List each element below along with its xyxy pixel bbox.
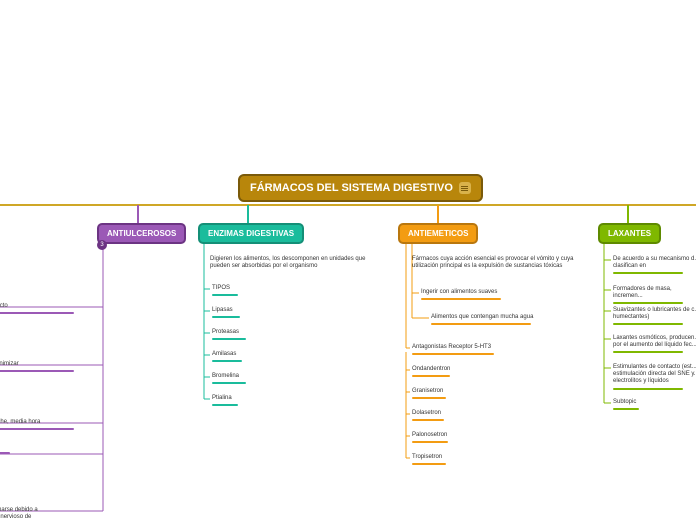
leaf-underline xyxy=(212,338,246,340)
leaf-text: Amilasas xyxy=(212,351,242,358)
leaf-text: ...hol no deben tomarse debido a ...ores… xyxy=(0,507,74,521)
leaf-underline xyxy=(0,452,10,454)
leaf-text: Laxantes osmóticos, producen... por el a… xyxy=(613,335,696,349)
leaf-node[interactable]: TIPOS xyxy=(212,285,238,296)
leaf-underline xyxy=(613,351,683,353)
leaf-text: Estimulantes de contacto (est... estimul… xyxy=(613,364,696,386)
leaf-underline xyxy=(613,408,639,410)
leaf-underline xyxy=(0,312,74,314)
leaf-underline xyxy=(212,294,238,296)
leaf-node[interactable]: Bromelina xyxy=(212,373,246,384)
leaf-text: Lipasas xyxy=(212,307,240,314)
leaf-underline xyxy=(412,353,494,355)
leaf-underline xyxy=(613,302,683,304)
leaf-text: ...mentos o con leche, media hora xyxy=(0,419,74,426)
leaf-node[interactable]: De acuerdo a su mecanismo d... clasifica… xyxy=(613,256,696,274)
leaf-node[interactable]: Tropisetron xyxy=(412,454,454,465)
branch-enzimas[interactable]: ENZIMAS DIGESTIVAS xyxy=(198,223,304,244)
leaf-text: Antagonistas Receptor 5-HT3 xyxy=(412,344,522,351)
badge: 3 xyxy=(97,240,107,250)
leaf-text: Formadores de masa, incremen... xyxy=(613,286,696,300)
leaf-underline xyxy=(412,419,444,421)
leaf-text: Granisetron xyxy=(412,388,456,395)
leaf-node[interactable]: Amilasas xyxy=(212,351,242,362)
leaf-text: Dolasetron xyxy=(412,410,452,417)
leaf-text: Subtopic xyxy=(613,399,647,406)
leaf-node[interactable]: Ingerir con alimentos suaves xyxy=(421,289,521,300)
branch-intro: Digieren los alimentos, los descomponen … xyxy=(210,256,385,270)
mindmap-canvas: FÁRMACOS DEL SISTEMA DIGESTIVO ANTIULCER… xyxy=(0,0,696,520)
leaf-node[interactable]: Antagonistas Receptor 5-HT3 xyxy=(412,344,522,355)
leaf-node[interactable]: Estimulantes de contacto (est... estimul… xyxy=(613,364,696,390)
leaf-node[interactable]: Suavizantes o lubricantes de c... humect… xyxy=(613,307,696,325)
leaf-node[interactable]: Subtopic xyxy=(613,399,647,410)
leaf-text: Tropisetron xyxy=(412,454,454,461)
leaf-text: TIPOS xyxy=(212,285,238,292)
leaf-underline xyxy=(0,428,74,430)
leaf-text: Ondandentron xyxy=(412,366,462,373)
leaf-node[interactable]: ...hol no deben tomarse debido a ...ores… xyxy=(0,507,74,521)
branch-antiemeticos[interactable]: ANTIEMETICOS xyxy=(398,223,478,244)
leaf-node[interactable]: Alimentos que contengan mucha agua xyxy=(431,314,561,325)
leaf-underline xyxy=(412,375,450,377)
leaf-text: ...alimento para minimizar xyxy=(0,361,74,368)
leaf-underline xyxy=(212,360,242,362)
leaf-text: De acuerdo a su mecanismo d... clasifica… xyxy=(613,256,696,270)
leaf-node[interactable]: Palonosetron xyxy=(412,432,460,443)
leaf-underline xyxy=(0,370,74,372)
leaf-text: ...uy bien por el tracto xyxy=(0,303,74,310)
leaf-text: Suavizantes o lubricantes de c... humect… xyxy=(613,307,696,321)
leaf-text: Ptialina xyxy=(212,395,238,402)
leaf-underline xyxy=(212,316,240,318)
root-label: FÁRMACOS DEL SISTEMA DIGESTIVO xyxy=(250,182,453,194)
menu-icon[interactable] xyxy=(459,182,471,194)
branch-antiulcerosos[interactable]: ANTIULCEROSOS xyxy=(97,223,186,244)
leaf-text: Ingerir con alimentos suaves xyxy=(421,289,521,296)
leaf-node[interactable]: ...alimento para minimizar xyxy=(0,361,74,372)
leaf-underline xyxy=(613,323,683,325)
leaf-underline xyxy=(431,323,531,325)
leaf-node[interactable]: Ptialina xyxy=(212,395,238,406)
leaf-node[interactable] xyxy=(0,450,10,454)
leaf-node[interactable]: ...uy bien por el tracto xyxy=(0,303,74,314)
leaf-underline xyxy=(412,397,446,399)
leaf-text: Alimentos que contengan mucha agua xyxy=(431,314,561,321)
branch-intro: Fármacos cuya acción esencial es provoca… xyxy=(412,256,587,270)
leaf-node[interactable]: Laxantes osmóticos, producen... por el a… xyxy=(613,335,696,353)
leaf-text: Proteasas xyxy=(212,329,246,336)
branch-laxantes[interactable]: LAXANTES xyxy=(598,223,661,244)
leaf-node[interactable]: Lipasas xyxy=(212,307,240,318)
leaf-node[interactable]: Granisetron xyxy=(412,388,456,399)
leaf-underline xyxy=(412,441,448,443)
leaf-underline xyxy=(613,272,683,274)
leaf-underline xyxy=(212,404,238,406)
leaf-node[interactable]: Formadores de masa, incremen... xyxy=(613,286,696,304)
leaf-node[interactable]: Proteasas xyxy=(212,329,246,340)
root-node[interactable]: FÁRMACOS DEL SISTEMA DIGESTIVO xyxy=(238,174,483,202)
leaf-text: Bromelina xyxy=(212,373,246,380)
leaf-underline xyxy=(412,463,446,465)
leaf-underline xyxy=(212,382,246,384)
leaf-underline xyxy=(613,388,683,390)
leaf-node[interactable]: ...mentos o con leche, media hora xyxy=(0,419,74,430)
leaf-underline xyxy=(421,298,501,300)
leaf-node[interactable]: Ondandentron xyxy=(412,366,462,377)
leaf-node[interactable]: Dolasetron xyxy=(412,410,452,421)
leaf-text: Palonosetron xyxy=(412,432,460,439)
